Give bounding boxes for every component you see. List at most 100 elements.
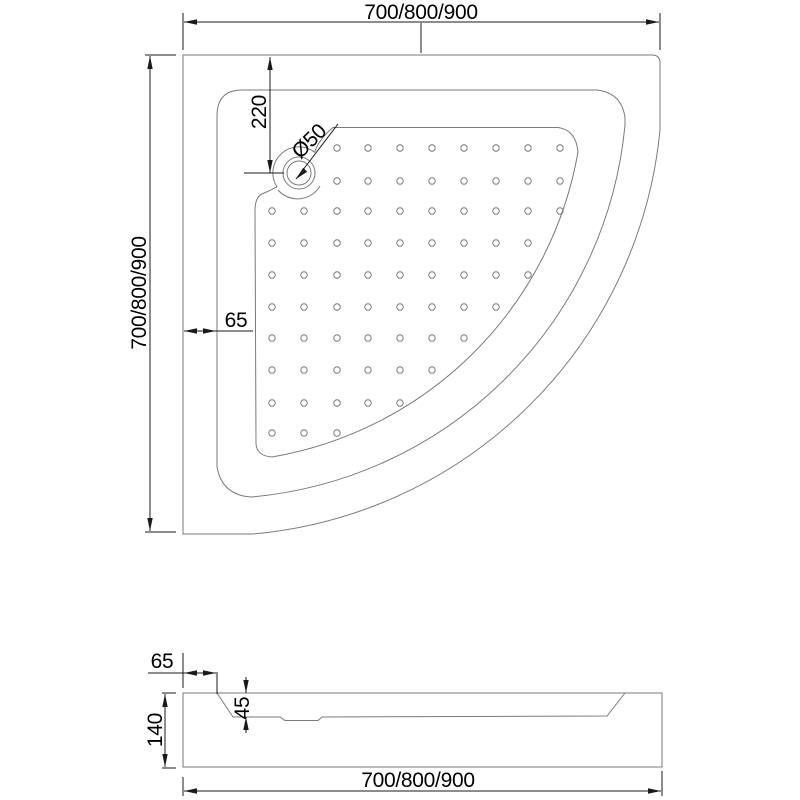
dim-top-width-label: 700/800/900 [364,1,477,24]
dimension-labels: 700/800/900 700/800/900 220 Ø50 65 65 45… [128,1,478,792]
arrowhead [184,328,197,334]
anti-slip-dot [492,144,500,152]
arrowhead [296,167,308,179]
anti-slip-dot [333,303,341,311]
anti-slip-dot [268,399,276,407]
dimensions [145,13,663,796]
anti-slip-dot [333,177,341,185]
anti-slip-dot [492,239,500,247]
anti-slip-dot [524,207,532,215]
anti-slip-dot [268,334,276,342]
anti-slip-dot [268,303,276,311]
section-view [182,692,663,768]
anti-slip-dot [300,271,308,279]
section-basin-profile [216,692,626,721]
anti-slip-dot [333,271,341,279]
anti-slip-dot [428,177,436,185]
anti-slip-dot [396,303,404,311]
anti-slip-dot [492,271,500,279]
plan-basin-outline [254,127,579,458]
plan-outer-outline [182,54,661,535]
anti-slip-dot [428,207,436,215]
anti-slip-dot [333,366,341,374]
anti-slip-dot [364,239,372,247]
anti-slip-dot [268,239,276,247]
anti-slip-dot [396,271,404,279]
anti-slip-dot [268,207,276,215]
anti-slip-dot [364,303,372,311]
anti-slip-dot [364,399,372,407]
anti-slip-dot [333,239,341,247]
anti-slip-dot [396,366,404,374]
arrowhead [243,717,249,730]
anti-slip-dot [333,144,341,152]
anti-slip-dot [460,177,468,185]
dim-section-edge-label: 65 [151,650,174,673]
anti-slip-dot [396,177,404,185]
anti-slip-dot [492,177,500,185]
anti-slip-dot [300,207,308,215]
arrowhead [147,56,153,69]
anti-slip-dot [460,239,468,247]
dim-section-depth-label: 45 [231,697,254,720]
anti-slip-dot [492,303,500,311]
arrowhead [184,670,197,676]
dim-drain-offset-label: 220 [248,95,271,129]
arrowhead [162,754,168,767]
anti-slip-dot [460,207,468,215]
dim-section-height-label: 140 [144,713,167,747]
anti-slip-dot [556,207,564,215]
plan-rim-outline [216,89,626,498]
anti-slip-dot [396,399,404,407]
anti-slip-dot [460,144,468,152]
anti-slip-dot [300,239,308,247]
anti-slip-dot [396,207,404,215]
anti-slip-dot [460,334,468,342]
anti-slip-dots [268,144,564,437]
anti-slip-dot [524,144,532,152]
anti-slip-dot [492,207,500,215]
anti-slip-dot [396,239,404,247]
arrowhead [243,680,249,693]
anti-slip-dot [300,334,308,342]
anti-slip-dot [364,334,372,342]
anti-slip-dot [268,429,276,437]
plan-view [182,54,661,535]
anti-slip-dot [428,144,436,152]
anti-slip-dot [364,366,372,374]
plan-drain-recess-arc [277,185,321,200]
anti-slip-dot [396,144,404,152]
anti-slip-dot [428,334,436,342]
anti-slip-dot [364,144,372,152]
anti-slip-dot [428,303,436,311]
anti-slip-dot [364,207,372,215]
anti-slip-dot [333,429,341,437]
anti-slip-dot [300,429,308,437]
dim-drain-diameter-label: Ø50 [288,120,332,164]
anti-slip-dot [364,271,372,279]
anti-slip-dot [556,144,564,152]
anti-slip-dot [333,334,341,342]
anti-slip-dot [428,366,436,374]
arrowhead [203,328,216,334]
anti-slip-dot [460,303,468,311]
anti-slip-dot [333,399,341,407]
anti-slip-dot [396,334,404,342]
anti-slip-dot [268,271,276,279]
anti-slip-dot [268,366,276,374]
section-outline [182,692,663,768]
anti-slip-dot [364,177,372,185]
anti-slip-dot [556,177,564,185]
anti-slip-dot [524,271,532,279]
arrowhead [184,19,197,25]
arrowhead [267,160,273,173]
arrowhead [648,788,661,794]
dim-section-width-label: 700/800/900 [361,769,474,792]
arrowhead [646,19,659,25]
drain-inner-circle [286,160,312,186]
arrowhead [203,670,216,676]
dim-left-height-label: 700/800/900 [128,236,151,349]
drain-outer-circle [282,156,316,190]
